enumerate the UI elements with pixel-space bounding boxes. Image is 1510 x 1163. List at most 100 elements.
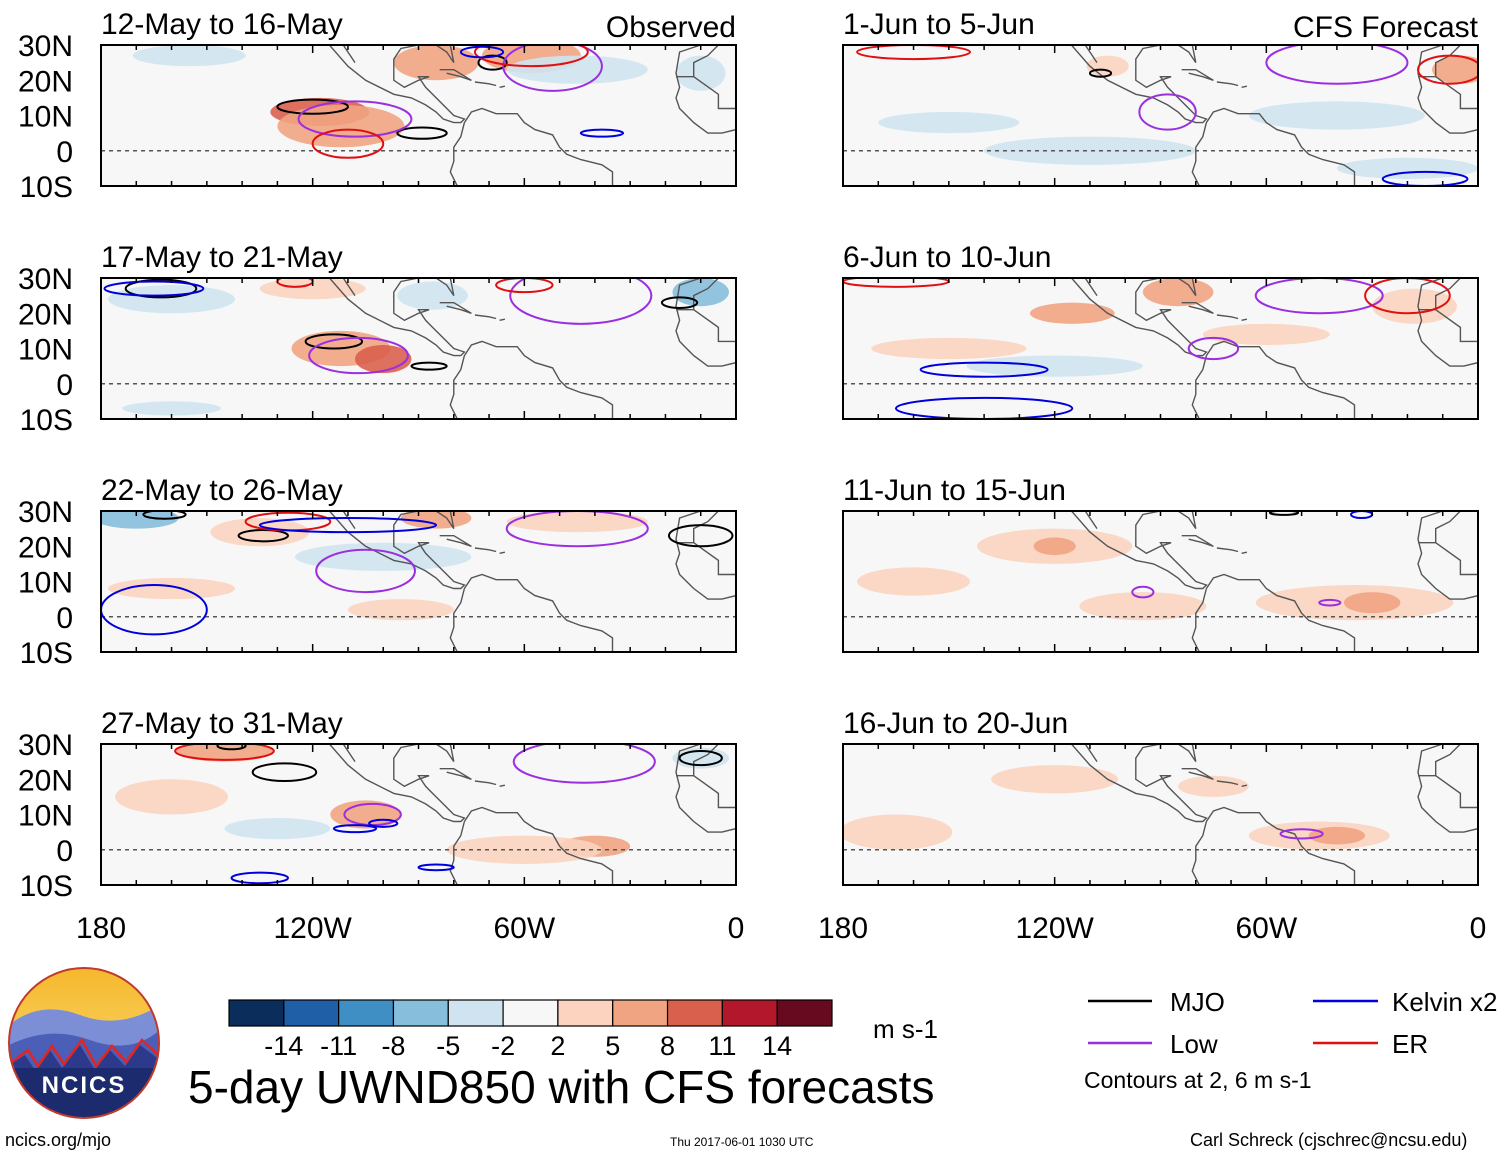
colorbar-swatch: [502, 999, 559, 1027]
contour-low: [1279, 828, 1324, 840]
lat-label: 30N: [18, 729, 73, 762]
contour-low: [1187, 336, 1240, 361]
contour-low: [1138, 93, 1197, 131]
coastline: [1181, 69, 1214, 81]
lat-label: 10S: [20, 870, 73, 903]
coastline: [1084, 45, 1098, 63]
legend-label: Low: [1170, 1029, 1218, 1059]
coastline: [1418, 45, 1461, 78]
lat-label: 0: [56, 602, 73, 635]
contour-mjo: [1268, 511, 1300, 516]
coastline: [676, 45, 719, 78]
coastline: [1205, 573, 1356, 652]
lat-label: 30N: [18, 30, 73, 63]
map-background: [101, 744, 736, 885]
lon-label: 120W: [1015, 912, 1094, 945]
observed-label: Observed: [606, 11, 736, 44]
anomaly-patch: [1308, 826, 1366, 845]
anomaly-patch: [108, 577, 236, 600]
anomaly-patch: [857, 567, 970, 596]
coastline: [1216, 547, 1239, 553]
colorbar-tick-label: -11: [320, 1031, 357, 1061]
lon-label: 180: [818, 912, 868, 945]
anomaly-patch: [108, 285, 236, 314]
anomaly-patch: [871, 337, 1027, 360]
anomaly-patch: [984, 136, 1196, 165]
coastline: [449, 355, 466, 419]
contour-er: [311, 128, 385, 159]
anomaly-patch: [1248, 101, 1426, 130]
anomaly-patch: [122, 401, 221, 416]
map-content: [843, 278, 1478, 419]
coastline: [693, 542, 736, 576]
coastline: [1241, 85, 1248, 88]
anomaly-patch: [878, 111, 1020, 134]
legend-label: Kelvin x2: [1392, 987, 1498, 1017]
contour-er: [174, 744, 275, 761]
anomaly-patch: [446, 835, 602, 864]
contour-low: [505, 511, 649, 548]
colorbar-swatch: [721, 999, 778, 1027]
coastline: [1181, 768, 1214, 780]
anomaly-patch: [966, 355, 1143, 377]
coastline: [1435, 309, 1478, 343]
map-content: [101, 278, 736, 419]
panel-period-title: 16-Jun to 20-Jun: [843, 707, 1068, 740]
coastline: [342, 744, 356, 762]
coastline: [1216, 81, 1239, 87]
anomaly-patch: [115, 779, 228, 815]
coastline: [676, 511, 719, 544]
colorbar-tick-label: 8: [660, 1031, 675, 1061]
contour-mjo: [1088, 68, 1113, 78]
map-content: [843, 744, 1478, 885]
colorbar: -14 -11 -8 -5 -2 2 5 8 11 14: [228, 999, 833, 1061]
colorbar-tick-label: 5: [605, 1031, 620, 1061]
coastline: [295, 45, 466, 124]
contour-low: [512, 744, 656, 784]
forecast-label: CFS Forecast: [1293, 11, 1479, 44]
contour-mjo: [142, 511, 187, 520]
colorbar-swatch: [447, 999, 504, 1027]
coastline: [439, 768, 472, 780]
coastline: [1191, 355, 1208, 419]
coastline: [676, 278, 719, 311]
contour-low: [509, 278, 653, 325]
coastline: [1084, 744, 1098, 762]
anomaly-patch: [676, 55, 726, 91]
contour-kelvin: [579, 128, 625, 138]
contour-low: [1318, 598, 1342, 607]
logo-text: NCICS: [42, 1072, 127, 1099]
lat-label: 10N: [18, 101, 73, 134]
anomaly-patch: [355, 344, 412, 374]
lon-label: 0: [1470, 912, 1487, 945]
lat-label: 10S: [20, 404, 73, 437]
contour-kelvin: [101, 584, 208, 636]
anomaly-patch: [1033, 537, 1076, 556]
map-content: [843, 511, 1478, 652]
anomaly-patch: [393, 45, 479, 81]
coastline: [463, 573, 614, 652]
coastline: [1191, 588, 1208, 652]
anomaly-patch: [132, 45, 246, 67]
coastline: [1205, 107, 1356, 186]
site-link[interactable]: ncics.org/mjo: [5, 1130, 112, 1150]
lat-label: 10S: [20, 171, 73, 204]
anomaly-patch: [295, 542, 472, 571]
anomaly-patch: [1086, 55, 1129, 77]
anomaly-patch: [175, 744, 274, 762]
coastline: [474, 780, 497, 786]
panel-period-title: 22-May to 26-May: [101, 474, 343, 507]
coastline: [1417, 744, 1478, 833]
panel-period-title: 27-May to 31-May: [101, 707, 343, 740]
coastline: [499, 85, 506, 88]
map-content: [843, 45, 1478, 186]
coastline: [1037, 744, 1208, 823]
contour-mjo: [660, 296, 699, 309]
coastline: [1205, 340, 1356, 419]
coastline: [1241, 551, 1248, 554]
contour-low: [315, 548, 416, 594]
lat-label: 10N: [18, 800, 73, 833]
coastline: [1417, 278, 1478, 367]
